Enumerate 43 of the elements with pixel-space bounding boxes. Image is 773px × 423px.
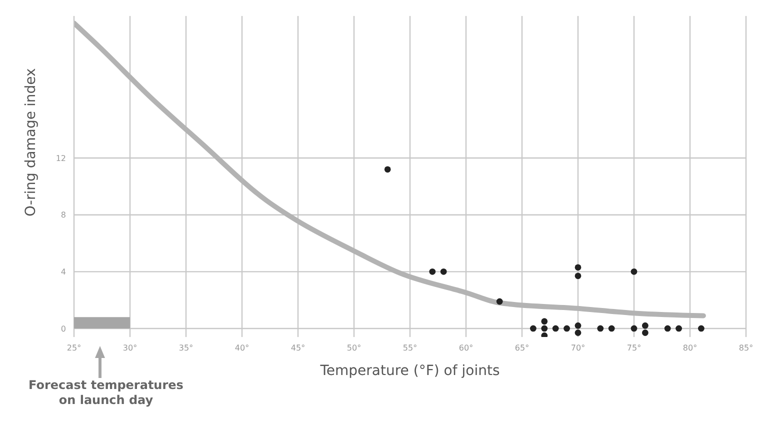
point xyxy=(698,325,704,332)
x-tick-label: 55° xyxy=(402,344,418,353)
x-axis-title: Temperature (°F) of joints xyxy=(319,363,500,379)
point xyxy=(597,325,604,332)
point xyxy=(530,325,536,332)
x-tick-label: 40° xyxy=(234,344,250,353)
point xyxy=(642,322,648,329)
x-tick-label: 25° xyxy=(66,344,82,353)
point xyxy=(440,268,447,275)
point xyxy=(574,330,582,336)
point xyxy=(541,318,548,325)
point xyxy=(574,322,582,329)
point xyxy=(664,325,671,332)
point xyxy=(608,325,615,332)
y-axis-title: O-ring damage index xyxy=(22,68,39,216)
x-tick-label: 70° xyxy=(570,344,586,353)
text: Forecast temperatures on launch day xyxy=(28,378,184,408)
point xyxy=(630,325,638,332)
x-tick-label: 35° xyxy=(178,344,194,353)
point xyxy=(574,264,582,271)
x-tick-label: 60° xyxy=(458,344,474,353)
point xyxy=(384,166,391,173)
point xyxy=(552,325,559,332)
y-tick-label: 8 xyxy=(60,210,66,220)
point xyxy=(574,272,582,280)
x-tick-label: 75° xyxy=(626,344,642,353)
x-tick-label: 85° xyxy=(738,344,754,353)
x-tick-label: 50° xyxy=(346,344,362,353)
point xyxy=(541,332,548,337)
x-tick-label: 45° xyxy=(290,344,306,353)
point xyxy=(496,298,503,305)
point xyxy=(642,330,648,336)
y-tick-label: 12 xyxy=(56,154,66,163)
x-tick-label: 65° xyxy=(514,344,530,353)
x-tick-label: 30° xyxy=(122,344,138,353)
point xyxy=(541,325,548,332)
point xyxy=(564,325,570,332)
point xyxy=(676,325,682,332)
y-tick-label: 0 xyxy=(60,324,66,334)
y-tick-label: 4 xyxy=(60,268,66,277)
point xyxy=(429,268,436,275)
point xyxy=(630,268,638,275)
x-tick-label: 80° xyxy=(682,344,698,353)
